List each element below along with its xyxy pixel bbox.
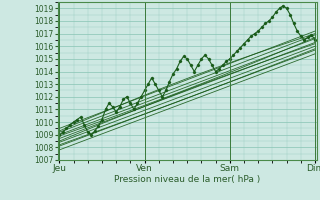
X-axis label: Pression niveau de la mer( hPa ): Pression niveau de la mer( hPa )	[114, 175, 260, 184]
